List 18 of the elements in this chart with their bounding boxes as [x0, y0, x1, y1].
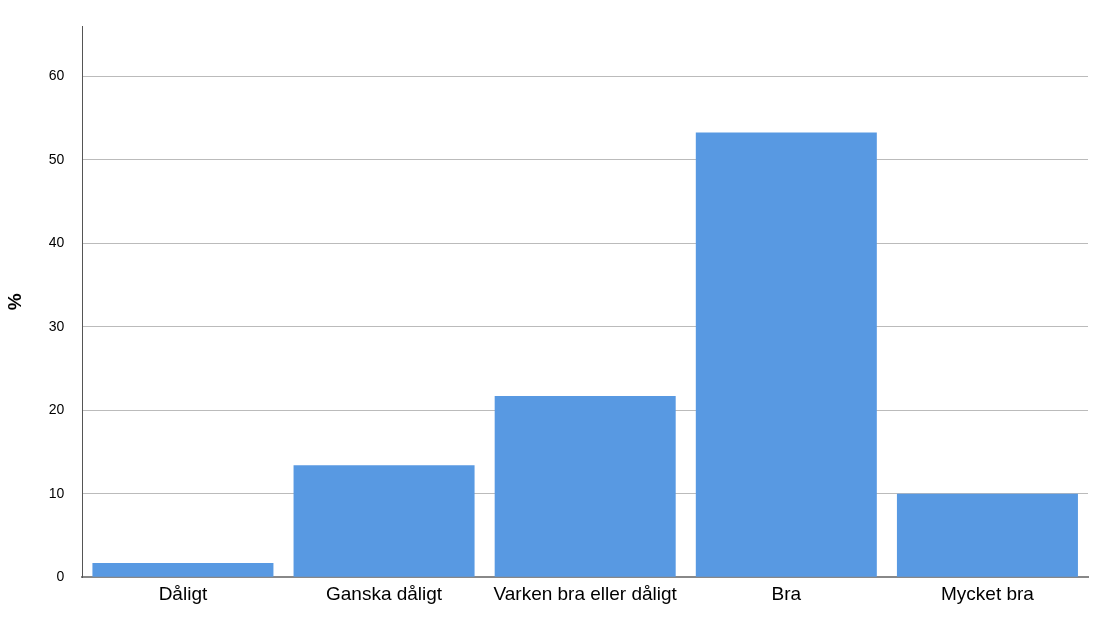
- bar: [494, 396, 676, 577]
- y-tick-label: 30: [48, 317, 65, 334]
- bar: [896, 493, 1078, 577]
- y-tick-label: 0: [56, 568, 65, 585]
- x-tick-label: Dåligt: [158, 582, 208, 604]
- y-tick-label: 20: [48, 401, 65, 418]
- x-tick-label: Varken bra eller dåligt: [493, 582, 678, 604]
- x-tick-label: Bra: [771, 582, 802, 604]
- y-tick-label: 40: [48, 234, 65, 251]
- y-tick-label: 60: [48, 67, 65, 84]
- bar: [695, 132, 877, 577]
- bar: [92, 563, 274, 577]
- y-tick-label: 10: [48, 484, 65, 501]
- y-axis-title: %: [3, 293, 25, 311]
- y-tick-label: 50: [48, 150, 65, 167]
- x-tick-label: Ganska dåligt: [325, 582, 443, 604]
- bar: [293, 465, 475, 577]
- x-tick-label: Mycket bra: [940, 582, 1035, 604]
